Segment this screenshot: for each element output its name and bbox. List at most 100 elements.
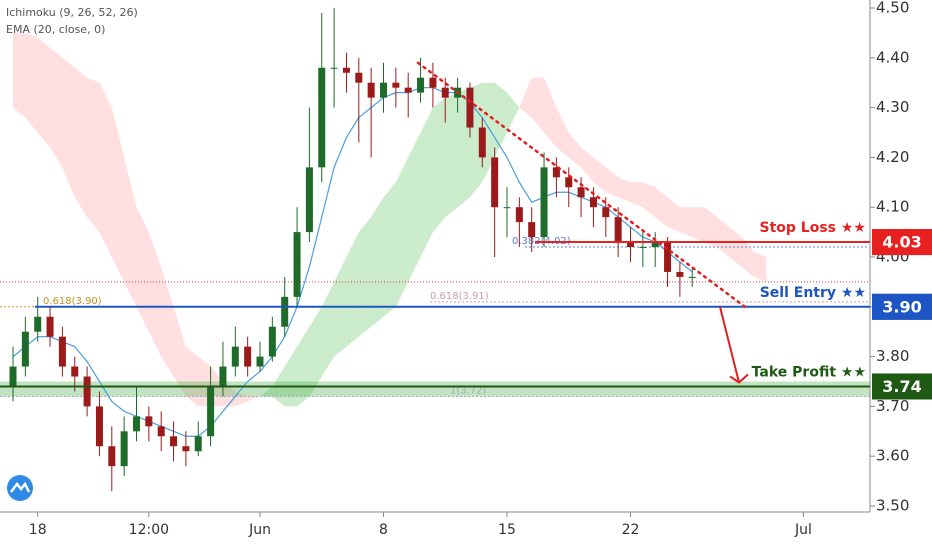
candle-body [83,376,91,407]
cloud-segment [395,157,409,307]
cloud-segment [754,252,767,282]
candle-body [639,247,647,249]
cloud-segment [519,77,532,118]
fib-label: 0.618(3.90) [43,296,102,307]
cloud-segment [383,182,396,317]
cloud-segment [99,82,112,257]
candle-body [392,82,400,88]
candle-body [404,87,412,93]
candle-body [244,346,252,367]
target-arrow [719,306,749,384]
cloud-segment [630,182,643,208]
indicator-label: EMA (20, close, 0) [6,23,105,36]
candle-body [133,416,140,432]
price-badge-label: 4.03 [882,233,921,252]
candle-body [528,222,536,238]
cloud-segment [679,207,693,238]
cloud-segment [13,32,26,118]
cloud-segment [729,227,742,267]
cloud-segment [568,132,582,168]
cloud-segment [741,237,754,277]
trendline [416,61,747,309]
y-tick-label: 4.40 [876,48,909,66]
cloud-segment [136,207,149,332]
cloud-segment [173,306,186,397]
price-badge [872,373,932,400]
candle-body [577,187,585,198]
candle-body [9,366,17,387]
price-badge-label: 3.90 [882,297,921,316]
cloud-segment [581,147,594,183]
level-name: Stop Loss ★★ [760,220,866,236]
candle-body [552,167,560,178]
x-tick-label: 15 [498,522,516,538]
candle-body [21,331,29,367]
candle-body [342,67,350,73]
cloud-segment [408,132,421,282]
candle-body [182,446,190,452]
y-tick-label: 4.50 [876,0,909,17]
candle-body [589,197,597,208]
cloud-segment [161,266,174,377]
logo [7,475,33,501]
y-tick-label: 3.70 [876,397,909,415]
cloud-segment [185,346,199,407]
price-badge [872,293,932,320]
y-tick-label: 4.20 [876,148,909,166]
candle-body [614,217,622,243]
level-name: Take Profit ★★ [752,364,866,380]
x-tick-label: Jun [248,522,271,538]
cloud-segment [321,281,335,377]
x-tick-label: 22 [622,522,640,538]
candle-body [491,157,499,208]
cloud-segment [37,37,51,148]
candle-body [95,406,103,447]
candle-body [540,167,548,238]
candle-body [515,207,523,223]
cloud-segment [87,77,100,233]
cloud-segment [556,107,569,158]
cloud-segment [618,177,631,203]
cloud-segment [148,232,162,357]
cloud-segment [74,67,88,218]
cloud-segment [358,217,372,337]
candle-body [34,316,42,332]
x-tick-label: 8 [379,522,388,538]
cloud-segment [605,167,619,198]
fib-label: 0.618(3.91) [430,291,489,302]
candle-body [627,242,634,248]
candle-body [688,276,696,278]
cloud-segment [704,207,717,248]
candle-body [207,386,215,437]
y-tick-label: 3.50 [876,497,909,515]
indicator-label: Ichimoku (9, 26, 52, 26) [6,6,138,19]
cloud-segment [655,187,668,228]
candle-body [367,82,375,98]
cloud-segment [445,92,458,218]
candle-body [330,67,338,69]
candle-body [466,87,474,128]
candle-body [293,232,301,297]
candle-body [355,72,363,83]
level-name: Sell Entry ★★ [760,285,866,301]
cloud-segment [531,77,545,133]
y-tick-label: 4.10 [876,198,909,216]
candle-body [602,207,610,218]
y-tick-label: 3.60 [876,447,909,465]
cloud-segment [692,207,705,243]
cloud-segment [494,82,507,158]
cloud-segment [507,92,520,133]
candle-body [305,167,313,233]
candle-body [157,426,165,437]
cloud-segment [667,197,680,233]
cloud-segment [124,157,137,307]
candle-body [120,431,128,467]
candle-body [503,207,511,209]
cloud-segment [111,107,125,282]
price-badge [872,229,932,256]
candle-body [256,356,264,367]
cloud-segment [593,157,606,193]
cloud-segment [346,232,359,347]
candle-body [145,416,153,427]
candle-body [651,242,659,248]
